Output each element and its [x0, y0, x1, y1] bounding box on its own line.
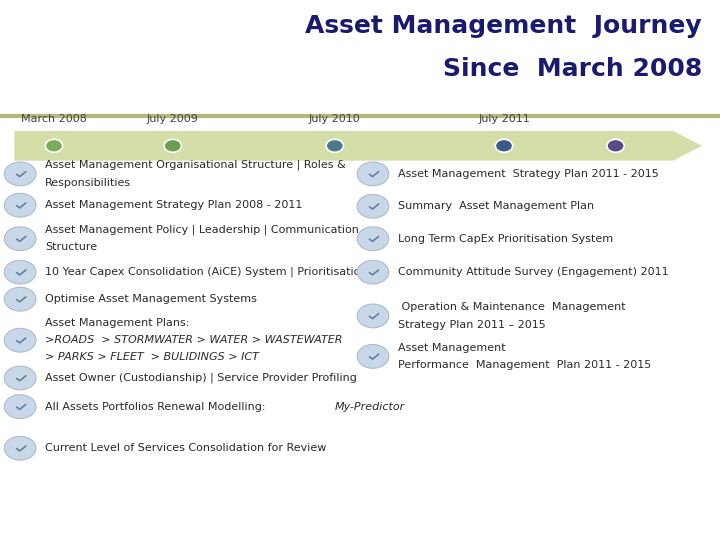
Polygon shape: [14, 131, 702, 160]
Circle shape: [4, 162, 36, 186]
Circle shape: [4, 328, 36, 352]
Text: Structure: Structure: [45, 242, 97, 252]
Circle shape: [4, 227, 36, 251]
Text: July 2009: July 2009: [147, 114, 199, 125]
Circle shape: [4, 436, 36, 460]
Circle shape: [357, 194, 389, 218]
Text: >ROADS  > STORMWATER > WATER > WASTEWATER: >ROADS > STORMWATER > WATER > WASTEWATER: [45, 335, 343, 345]
Circle shape: [4, 395, 36, 418]
Text: Asset Management Strategy Plan 2008 - 2011: Asset Management Strategy Plan 2008 - 20…: [45, 200, 302, 210]
Circle shape: [4, 287, 36, 311]
Text: Asset Management  Strategy Plan 2011 - 2015: Asset Management Strategy Plan 2011 - 20…: [398, 169, 659, 179]
Text: Asset Management  Journey: Asset Management Journey: [305, 14, 702, 37]
Circle shape: [357, 345, 389, 368]
Circle shape: [164, 139, 181, 152]
Text: Asset Management Organisational Structure | Roles &: Asset Management Organisational Structur…: [45, 160, 346, 171]
Circle shape: [4, 366, 36, 390]
Circle shape: [357, 260, 389, 284]
Text: Asset Management Plans:: Asset Management Plans:: [45, 318, 190, 328]
Text: My-Predictor: My-Predictor: [334, 402, 405, 411]
Circle shape: [326, 139, 343, 152]
Circle shape: [495, 139, 513, 152]
Text: Long Term CapEx Prioritisation System: Long Term CapEx Prioritisation System: [398, 234, 613, 244]
Text: Operation & Maintenance  Management: Operation & Maintenance Management: [398, 302, 626, 312]
Text: Strategy Plan 2011 – 2015: Strategy Plan 2011 – 2015: [398, 320, 546, 329]
Text: Community Attitude Survey (Engagement) 2011: Community Attitude Survey (Engagement) 2…: [398, 267, 669, 277]
Text: 10 Year Capex Consolidation (AiCE) System | Prioritisation: 10 Year Capex Consolidation (AiCE) Syste…: [45, 267, 368, 278]
Text: Performance  Management  Plan 2011 - 2015: Performance Management Plan 2011 - 2015: [398, 360, 652, 370]
Text: Optimise Asset Management Systems: Optimise Asset Management Systems: [45, 294, 257, 304]
Text: March 2008: March 2008: [21, 114, 87, 125]
Text: Asset Management Policy | Leadership | Communication: Asset Management Policy | Leadership | C…: [45, 225, 359, 235]
Circle shape: [4, 193, 36, 217]
Circle shape: [357, 162, 389, 186]
Circle shape: [357, 227, 389, 251]
Text: Summary  Asset Management Plan: Summary Asset Management Plan: [398, 201, 594, 211]
Circle shape: [4, 260, 36, 284]
Text: > PARKS > FLEET  > BULIDINGS > ICT: > PARKS > FLEET > BULIDINGS > ICT: [45, 353, 259, 362]
Text: Current Level of Services Consolidation for Review: Current Level of Services Consolidation …: [45, 443, 327, 453]
Text: July 2011: July 2011: [478, 114, 530, 125]
Text: Responsibilities: Responsibilities: [45, 178, 132, 187]
Circle shape: [357, 304, 389, 328]
Text: Asset Management: Asset Management: [398, 343, 505, 353]
Circle shape: [607, 139, 624, 152]
Text: Since  March 2008: Since March 2008: [443, 57, 702, 80]
Circle shape: [45, 139, 63, 152]
Text: All Assets Portfolios Renewal Modelling:: All Assets Portfolios Renewal Modelling:: [45, 402, 269, 411]
Text: July 2010: July 2010: [309, 114, 361, 125]
Text: Asset Owner (Custodianship) | Service Provider Profiling: Asset Owner (Custodianship) | Service Pr…: [45, 373, 357, 383]
